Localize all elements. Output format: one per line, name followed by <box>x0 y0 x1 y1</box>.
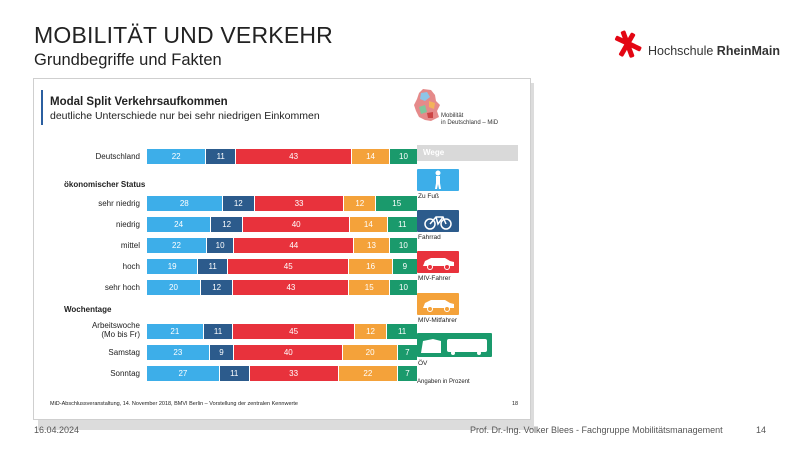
bar-segment: 15 <box>376 196 417 211</box>
bar-segment: 9 <box>392 259 417 274</box>
car-icon <box>423 258 454 270</box>
bar-segment: 23 <box>147 345 210 360</box>
category-label: niedrig <box>115 220 140 229</box>
bar-segment: 7 <box>398 366 417 381</box>
slide-title: MOBILITÄT UND VERKEHR <box>34 22 333 48</box>
category-label: Sonntag <box>110 369 140 378</box>
section-label-economic-status: ökonomischer Status <box>64 180 146 189</box>
bar-segment: 44 <box>234 238 355 253</box>
mid-label: Mobilität in Deutschland – MiD <box>441 113 499 126</box>
bar-segment: 45 <box>227 259 350 274</box>
bar-segment: 15 <box>349 280 390 295</box>
legend-swatch-walk <box>417 169 459 191</box>
bar-segment: 14 <box>352 149 390 164</box>
category-label: sehr niedrig <box>98 199 140 208</box>
bar-segment: 10 <box>389 280 417 295</box>
bar-segment: 10 <box>389 238 417 253</box>
title-accent-rule <box>41 90 43 125</box>
bar-segment: 7 <box>397 345 417 360</box>
bar-row: 28 12 33 12 15 <box>147 196 417 211</box>
legend-label-bike: Fahrrad <box>418 234 441 241</box>
bar-row: 22 10 44 13 10 <box>147 238 417 253</box>
bar-segment: 43 <box>236 149 353 164</box>
bar-segment: 16 <box>349 259 393 274</box>
bar-segment: 21 <box>147 324 204 339</box>
hochschule-logo: Hochschule RheinMain <box>612 28 792 68</box>
bar-segment: 11 <box>198 259 228 274</box>
bar-segment: 24 <box>147 217 212 232</box>
bar-row: 22 11 43 14 10 <box>147 149 417 164</box>
chart-subtitle: deutliche Unterschiede nur bei sehr nied… <box>50 110 320 122</box>
bar-segment: 20 <box>147 280 201 295</box>
bar-row: 21 11 45 12 11 <box>147 324 417 339</box>
legend-label-car-driver: MIV-Fahrer <box>418 275 451 282</box>
footer-date: 16.04.2024 <box>34 425 80 435</box>
bar-segment: 45 <box>233 324 355 339</box>
bar-segment: 12 <box>211 217 244 232</box>
bar-segment: 33 <box>249 366 339 381</box>
bar-segment: 14 <box>350 217 388 232</box>
category-label: Arbeitswoche (Mo bis Fr) <box>91 321 140 339</box>
bar-row: 19 11 45 16 9 <box>147 259 417 274</box>
pedestrian-icon <box>435 170 441 189</box>
bar-row: 20 12 43 15 10 <box>147 280 417 295</box>
bar-segment: 40 <box>243 217 351 232</box>
category-label: Deutschland <box>95 152 140 161</box>
unit-note: Angaben in Prozent <box>417 379 470 385</box>
bar-row: 24 12 40 14 11 <box>147 217 417 232</box>
legend-label-walk: Zu Fuß <box>418 193 439 200</box>
bar-segment: 22 <box>147 238 207 253</box>
bar-segment: 11 <box>387 324 417 339</box>
bar-segment: 12 <box>222 196 255 211</box>
bar-segment: 11 <box>219 366 250 381</box>
footer-page-number: 14 <box>756 425 767 435</box>
source-note: MiD-Abschlussveranstaltung, 14. November… <box>50 401 298 407</box>
bar-segment: 11 <box>203 324 234 339</box>
legend-swatch-bike <box>417 210 459 232</box>
bar-row: 27 11 33 22 7 <box>147 366 417 381</box>
mid-logo-icon <box>409 87 449 125</box>
legend-swatch-car-passenger <box>417 293 459 315</box>
legend-swatch-public-transport <box>417 333 492 357</box>
logo-text: Hochschule RheinMain <box>648 44 780 58</box>
bar-segment: 22 <box>147 149 207 164</box>
hsrm-star-icon <box>614 30 642 58</box>
public-transport-icon <box>421 339 487 355</box>
slide-subtitle: Grundbegriffe und Fakten <box>34 51 222 69</box>
bar-row: 23 9 40 20 7 <box>147 345 417 360</box>
bar-segment: 12 <box>344 196 377 211</box>
legend-label-car-passenger: MIV-Mitfahrer <box>418 317 458 324</box>
chart-title: Modal Split Verkehrsaufkommen <box>50 96 228 108</box>
bar-segment: 19 <box>147 259 199 274</box>
bar-segment: 33 <box>254 196 345 211</box>
bar-segment: 27 <box>147 366 220 381</box>
footer-author: Prof. Dr.-Ing. Volker Blees - Fachgruppe… <box>470 425 723 435</box>
bar-segment: 12 <box>201 280 234 295</box>
bar-segment: 43 <box>233 280 350 295</box>
bar-segment: 12 <box>354 324 388 339</box>
section-label-weekdays: Wochentage <box>64 305 112 314</box>
bar-segment: 11 <box>206 149 237 164</box>
embedded-slide: Modal Split Verkehrsaufkommen deutliche … <box>33 78 531 420</box>
bar-segment: 9 <box>209 345 235 360</box>
bar-segment: 13 <box>354 238 390 253</box>
car-passenger-icon <box>423 300 454 312</box>
bar-segment: 22 <box>338 366 399 381</box>
embedded-page-number: 18 <box>512 401 519 407</box>
bar-segment: 10 <box>389 149 417 164</box>
legend-label-public-transport: ÖV <box>418 360 428 367</box>
legend-header: Wege <box>417 145 518 161</box>
bar-segment: 20 <box>343 345 398 360</box>
category-label: Samstag <box>108 348 140 357</box>
bar-segment: 28 <box>147 196 223 211</box>
category-label: sehr hoch <box>104 283 140 292</box>
bar-segment: 11 <box>387 217 417 232</box>
bar-segment: 10 <box>207 238 235 253</box>
legend-swatch-car-driver <box>417 251 459 273</box>
category-label: hoch <box>122 262 140 271</box>
bicycle-icon <box>424 216 452 230</box>
bar-segment: 40 <box>234 345 344 360</box>
category-label: mittel <box>120 241 140 250</box>
